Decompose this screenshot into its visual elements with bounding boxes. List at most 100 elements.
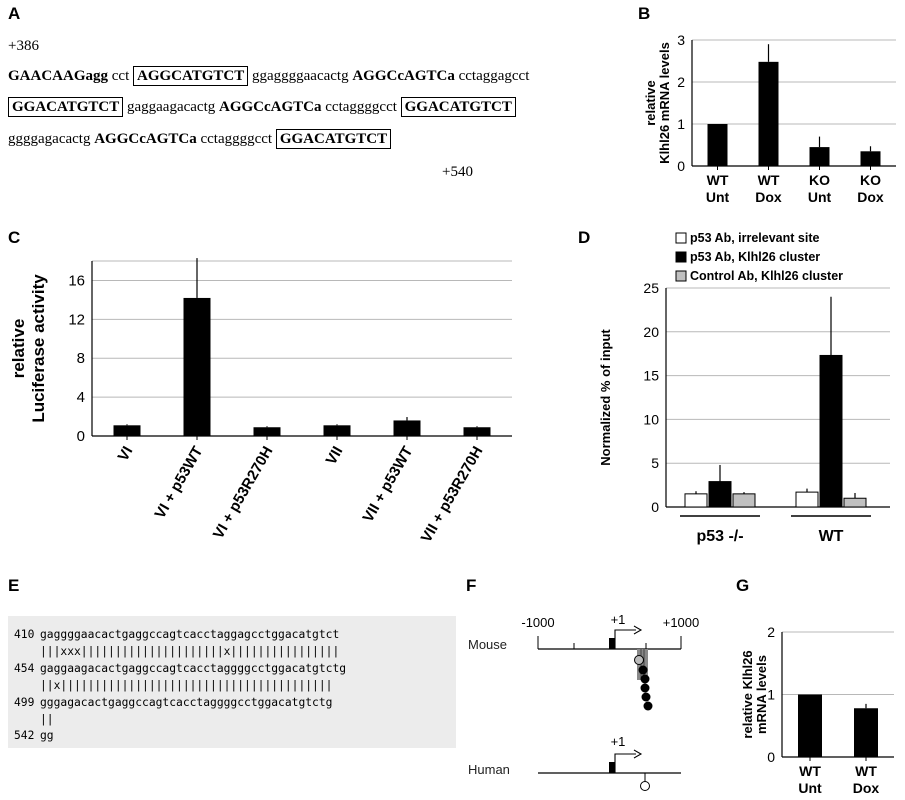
axis-left-label: -1000: [521, 615, 554, 630]
sequence-start-position: +386: [8, 38, 39, 54]
y-tick-label: 8: [77, 350, 85, 367]
y-tick-label: 0: [77, 428, 85, 445]
y-axis-label: relative: [9, 319, 28, 379]
bar: [323, 425, 351, 436]
sequence-segment: ggggagacactg: [8, 131, 95, 147]
bar: [798, 694, 822, 757]
boxed-motif: AGGCATGTCT: [132, 66, 249, 86]
y-tick-label: 0: [651, 499, 659, 515]
category-label: Unt: [798, 780, 822, 796]
category-label: Dox: [853, 780, 880, 796]
category-label: KO: [860, 172, 881, 188]
human-tss-arrowhead: [633, 749, 643, 759]
y-tick-label: 4: [77, 389, 85, 406]
alignment-sequence-542: gg: [40, 729, 54, 742]
boxed-motif: GGACATGTCT: [8, 97, 124, 117]
sequence-line-1: GAACAAGagg cct AGGCATGTCT ggaggggaacactg…: [8, 66, 530, 86]
legend-entry: Control Ab, Klhl26 cluster: [690, 269, 843, 283]
legend-entry: p53 Ab, Klhl26 cluster: [690, 250, 820, 264]
panel-letter-e: E: [8, 576, 20, 595]
y-tick-label: 1: [767, 687, 775, 703]
bold-motif: AGGCcAGTCa: [352, 68, 455, 84]
tss-human-label: +1: [611, 734, 626, 749]
sequence-alignment-box: 410 gaggggaacactgaggccagtcacctaggagcctgg…: [8, 616, 456, 748]
bar-0: [684, 493, 708, 508]
category-label: VI + p53WT: [152, 444, 207, 522]
bold-motif: GAACAAGagg: [8, 68, 108, 84]
mouse-tss-arrow: [614, 629, 636, 649]
group-label: p53 -/-: [696, 528, 743, 545]
bar-1: [708, 481, 732, 508]
y-tick-label: 25: [643, 280, 659, 296]
bar-1: [819, 354, 843, 508]
bar-0: [795, 491, 819, 508]
bar: [758, 61, 779, 167]
category-label: Unt: [706, 189, 730, 205]
category-label: WT: [758, 172, 780, 188]
bar: [113, 425, 141, 436]
category-label: Dox: [755, 189, 782, 205]
site-5: [643, 701, 653, 711]
category-label: WT: [855, 763, 877, 779]
category-label: VII + p53R270H: [418, 444, 487, 546]
y-tick-label: 3: [677, 32, 685, 48]
category-label: VI + p53R270H: [210, 444, 277, 542]
legend-entry: p53 Ab, irrelevant site: [690, 231, 819, 245]
alignment-number-454: 454: [14, 662, 35, 675]
bar: [463, 427, 491, 436]
category-label: WT: [799, 763, 821, 779]
site-2: [640, 674, 650, 684]
y-axis-label: mRNA levels: [754, 655, 769, 734]
sequence-segment: ggaggggaacactg: [248, 68, 353, 84]
group-label: WT: [819, 528, 844, 545]
panel-letter-b: B: [638, 4, 651, 23]
y-tick-label: 10: [643, 411, 659, 427]
bar: [253, 427, 281, 436]
y-tick-label: 0: [767, 749, 775, 765]
sequence-segment: cctaggagcct: [454, 68, 530, 84]
bar: [809, 147, 830, 166]
alignment-match-line-1: |||xxx|||||||||||||||||||||x||||||||||||…: [40, 645, 340, 658]
sequence-end-position: +540: [442, 164, 473, 180]
axis-right-label: +1000: [663, 615, 700, 630]
bold-motif: AGGCcAGTCa: [219, 99, 322, 115]
alignment-sequence-499: gggagacactgaggccagtcacctaggggcctggacatgt…: [40, 696, 333, 709]
bar: [393, 420, 421, 436]
sequence-segment: cctaggggcct: [321, 99, 401, 115]
y-tick-label: 15: [643, 368, 659, 384]
human-exon: [609, 762, 615, 773]
y-tick-label: 0: [677, 158, 685, 174]
alignment-number-542: 542: [14, 729, 35, 742]
alignment-match-line-3: ||: [40, 713, 54, 726]
alignment-sequence-410: gaggggaacactgaggccagtcacctaggagcctggacat…: [40, 628, 340, 641]
y-axis-label: relative: [643, 80, 658, 126]
bar-2: [843, 497, 867, 508]
y-axis-label: Normalized % of input: [598, 329, 613, 466]
panel-letter-g: G: [736, 576, 750, 595]
category-label: Unt: [808, 189, 832, 205]
panel-letter-c: C: [8, 228, 21, 247]
mouse-label: Mouse: [468, 637, 507, 652]
panel-letter-d: D: [578, 228, 591, 247]
y-axis-label: Luciferase activity: [29, 274, 48, 423]
panel-letter-a: A: [8, 4, 21, 23]
alignment-number-499: 499: [14, 696, 35, 709]
site-3: [640, 683, 650, 693]
alignment-match-line-2: ||x|||||||||||||||||||||||||||||||||||||…: [40, 679, 333, 692]
y-tick-label: 16: [68, 272, 85, 289]
chart-d-chip: 0 5 10 15 20 25 p53 -/- WT Normalized % of input…: [598, 231, 890, 545]
y-tick-label: 2: [767, 624, 775, 640]
tss-mouse-label: +1: [611, 612, 626, 627]
site-1: [638, 665, 648, 675]
legend-swatch: [675, 232, 687, 244]
panel-letter-f: F: [466, 576, 477, 595]
category-label: VI: [115, 444, 137, 465]
category-label: VII: [323, 444, 347, 468]
promoter-diagram: -1000 +1000 +1 Mouse +1 Human: [468, 612, 700, 791]
response-element-cluster: [637, 649, 648, 680]
bar: [854, 708, 878, 757]
category-label: Dox: [857, 189, 884, 205]
human-tss-arrow: [614, 753, 636, 773]
bar: [860, 151, 881, 166]
